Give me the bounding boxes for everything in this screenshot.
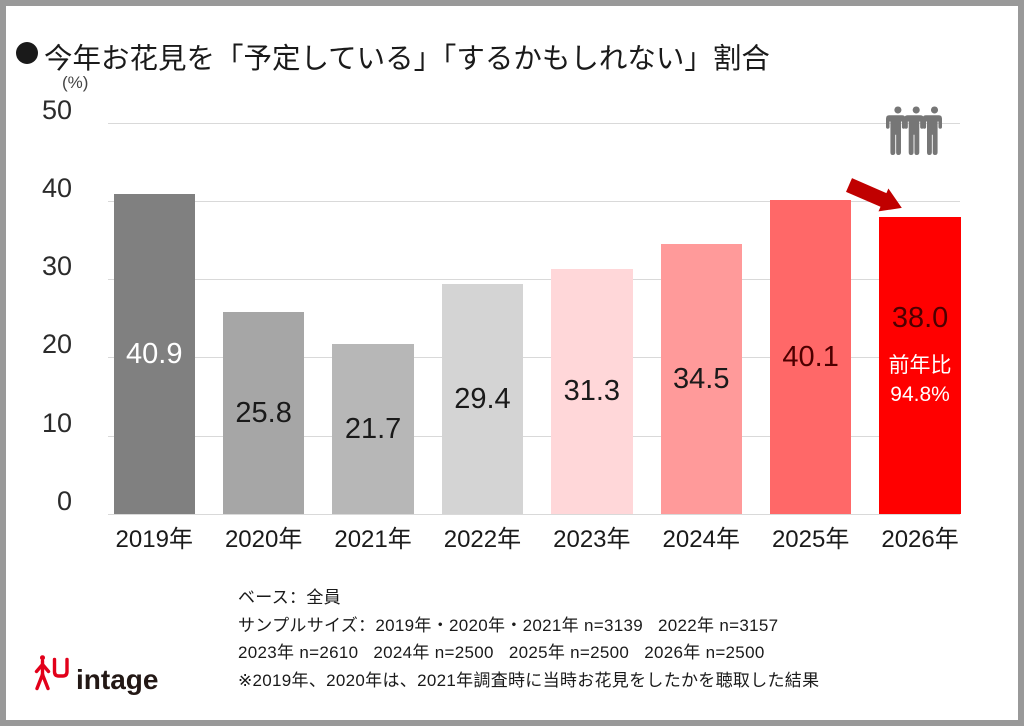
svg-text:intage: intage	[76, 664, 158, 695]
